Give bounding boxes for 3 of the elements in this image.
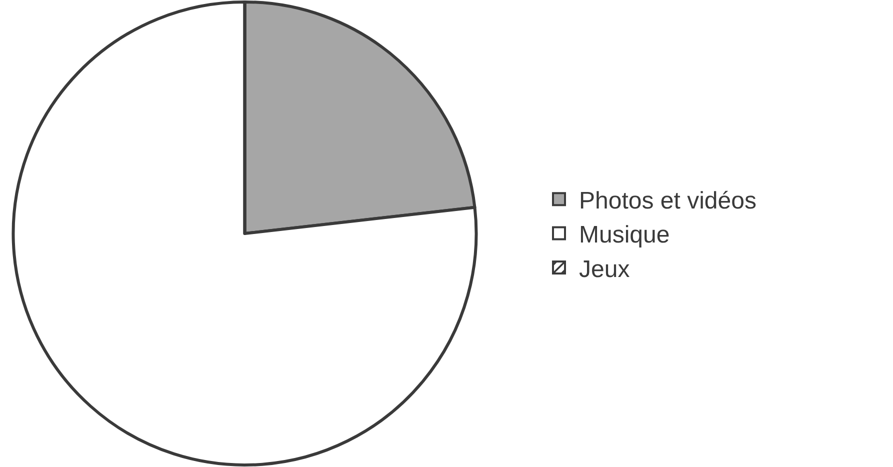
legend-label: Jeux — [579, 256, 630, 283]
legend-label: Musique — [579, 222, 670, 249]
legend-label: Photos et vidéos — [579, 187, 756, 214]
